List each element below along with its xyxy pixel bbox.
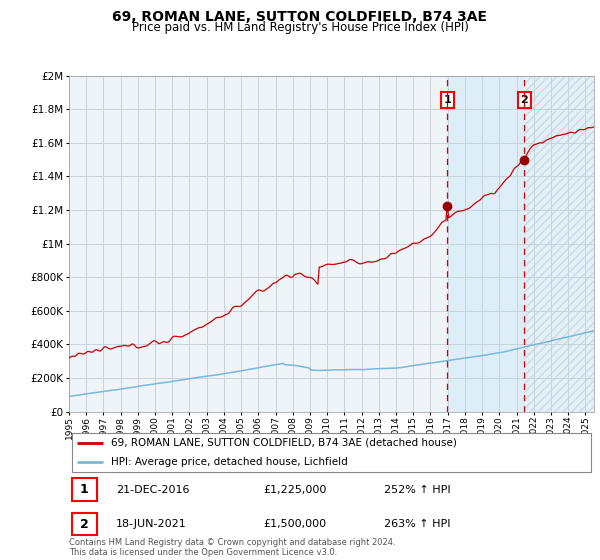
Text: 2: 2 [80,517,89,530]
Text: 69, ROMAN LANE, SUTTON COLDFIELD, B74 3AE (detached house): 69, ROMAN LANE, SUTTON COLDFIELD, B74 3A… [111,437,457,447]
Text: 252% ↑ HPI: 252% ↑ HPI [384,484,451,494]
Bar [71,478,97,501]
Bar [447,76,524,412]
Text: 1: 1 [443,95,451,105]
Text: £1,500,000: £1,500,000 [263,519,326,529]
Text: 2: 2 [521,95,529,105]
Text: Contains HM Land Registry data © Crown copyright and database right 2024.
This d: Contains HM Land Registry data © Crown c… [69,538,395,557]
Bar [71,513,97,535]
Text: 1: 1 [80,483,89,496]
Bar [524,76,594,412]
Text: 263% ↑ HPI: 263% ↑ HPI [384,519,451,529]
Text: HPI: Average price, detached house, Lichfield: HPI: Average price, detached house, Lich… [111,457,348,467]
Text: Price paid vs. HM Land Registry's House Price Index (HPI): Price paid vs. HM Land Registry's House … [131,21,469,34]
Text: 21-DEC-2016: 21-DEC-2016 [116,484,190,494]
Text: 18-JUN-2021: 18-JUN-2021 [116,519,187,529]
Text: £1,225,000: £1,225,000 [263,484,326,494]
Text: 69, ROMAN LANE, SUTTON COLDFIELD, B74 3AE: 69, ROMAN LANE, SUTTON COLDFIELD, B74 3A… [113,10,487,24]
